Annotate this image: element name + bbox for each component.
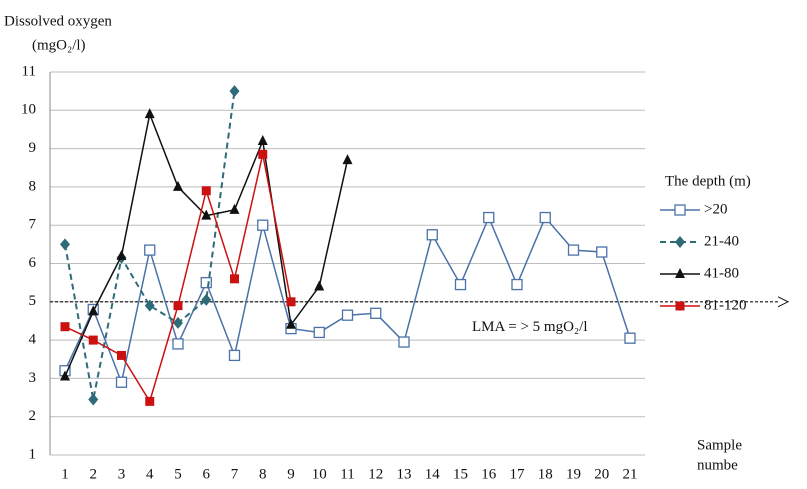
data-point [539,211,551,224]
y-axis-title: Dissolved oxygen [4,13,112,29]
data-point [257,219,269,231]
data-point [511,278,523,291]
data-point [313,326,325,339]
y-tick-label: 10 [21,102,36,118]
legend-marker [675,301,685,311]
legend-label: 41-80 [704,265,739,281]
data-point [454,278,467,291]
y-tick-label: 11 [22,63,36,79]
x-tick-label: 6 [203,466,211,482]
data-point [230,274,239,284]
threshold-label: LMA = > 5 mgO₂/l [472,319,588,335]
y-axis-unit: (mgO₂/l) [32,37,86,53]
x-tick-label: 18 [538,466,553,482]
x-tick-label: 8 [259,466,267,482]
x-tick-label: 17 [510,466,526,482]
data-point [314,280,325,291]
legend-label: 21-40 [704,233,739,249]
data-point [483,211,495,224]
data-point [173,301,183,311]
y-tick-label: 3 [29,370,37,386]
data-point [567,244,580,256]
data-point [342,154,353,165]
x-tick-label: 14 [425,466,441,482]
y-tick-label: 6 [29,255,37,271]
y-tick-label: 4 [29,332,37,348]
legend-marker [675,268,685,278]
x-axis-title: Sample [697,437,742,453]
data-point [257,134,268,145]
data-point [229,203,240,214]
x-tick-label: 4 [146,466,154,482]
data-point [60,370,70,381]
data-point [115,376,128,388]
x-tick-label: 1 [61,466,69,482]
data-point [88,305,99,316]
legend-marker [675,236,685,248]
data-point [201,209,212,220]
data-point [116,249,127,260]
y-tick-label: 5 [29,293,37,309]
data-point [145,396,155,406]
data-point [341,309,354,321]
y-tick-label: 9 [29,140,37,156]
x-tick-label: 19 [566,466,581,482]
x-tick-label: 9 [287,466,295,482]
data-point [144,299,155,312]
y-tick-label: 8 [29,178,37,194]
data-point [88,393,99,406]
data-point [258,149,268,159]
legend-label: >20 [704,201,727,217]
series-line [64,154,292,404]
data-point [286,297,296,307]
data-point [229,85,240,98]
y-tick-label: 2 [29,408,37,424]
data-point [624,332,636,344]
data-point [201,186,211,196]
legend-marker [674,204,686,216]
x-tick-label: 11 [340,466,354,482]
x-tick-label: 20 [594,466,609,482]
data-point [596,246,608,258]
threshold-arrow [777,296,790,308]
data-point [173,316,183,329]
data-point [144,108,155,119]
y-tick-label: 7 [29,217,37,233]
data-point [60,322,70,332]
x-tick-label: 13 [397,466,412,482]
data-point [144,244,156,256]
data-point [88,335,98,345]
x-tick-label: 12 [368,466,383,482]
data-point [201,293,212,306]
x-tick-label: 16 [481,466,497,482]
legend-title: The depth (m) [665,173,751,189]
data-point [200,276,212,289]
data-point [398,336,410,348]
x-tick-label: 15 [453,466,468,482]
data-point [228,349,241,362]
data-point [173,180,183,191]
data-point [286,318,296,329]
x-tick-label: 10 [312,466,327,482]
legend-label: 81-120 [704,297,747,313]
data-point [172,338,184,350]
x-tick-label: 21 [623,466,638,482]
x-tick-label: 7 [231,466,239,482]
y-tick-label: 1 [29,446,37,462]
x-axis-title: numbe [697,457,738,473]
x-tick-label: 2 [90,466,98,482]
data-point [60,238,70,251]
x-tick-label: 5 [174,466,182,482]
data-point [117,350,126,360]
series-line [64,111,349,377]
data-point [426,229,438,241]
data-point [370,307,382,319]
x-tick-label: 3 [118,466,126,482]
